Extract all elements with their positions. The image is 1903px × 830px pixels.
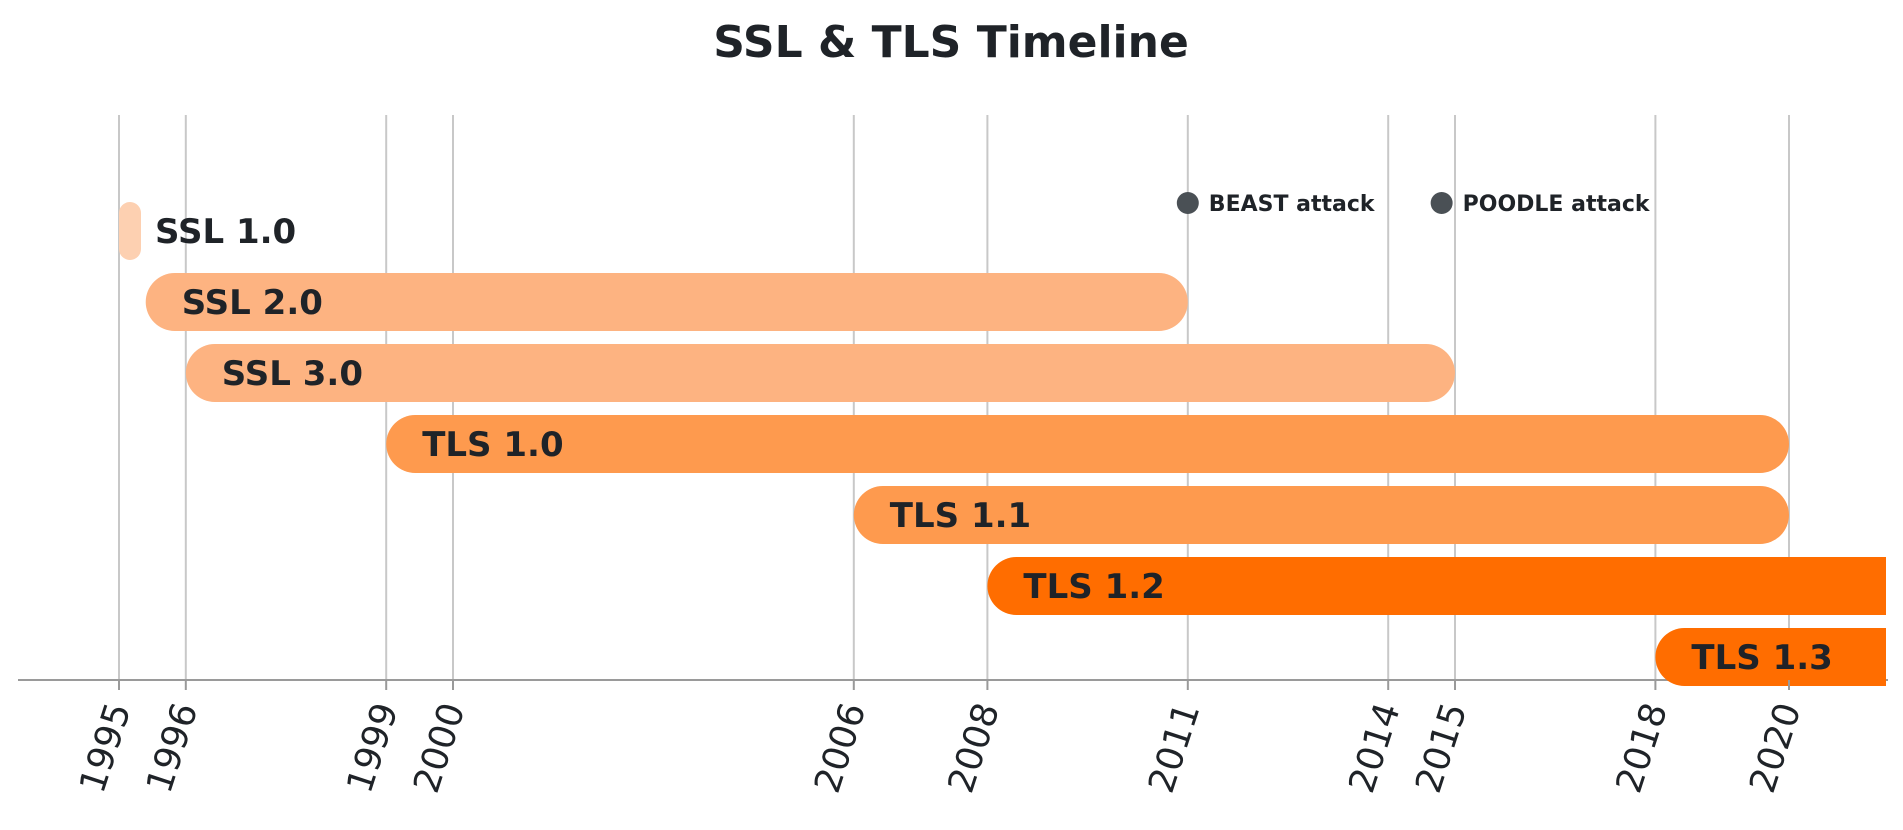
events: BEAST attack POODLE attack xyxy=(1176,192,1651,217)
bar-ssl-2-0: SSL 2.0 xyxy=(145,273,1188,331)
tick-label-2018: 2018 xyxy=(1609,698,1676,798)
bar-label-tls-1-2: TLS 1.2 xyxy=(1023,567,1164,607)
bar-label-tls-1-1: TLS 1.1 xyxy=(890,496,1031,536)
bar-shape-ssl-1-0 xyxy=(119,202,141,260)
tick-label-1996: 1996 xyxy=(139,698,206,798)
tick-label-2014: 2014 xyxy=(1341,698,1408,798)
bar-tls-1-0: TLS 1.0 xyxy=(386,415,1790,473)
chart-title: SSL & TLS Timeline xyxy=(713,17,1189,68)
bar-label-ssl-2-0: SSL 2.0 xyxy=(182,283,323,323)
tick-label-2011: 2011 xyxy=(1141,698,1208,798)
bar-shape-tls-1-0 xyxy=(386,415,1790,473)
bar-shape-tls-1-2 xyxy=(987,557,1886,615)
tick-label-1995: 1995 xyxy=(72,698,139,798)
bar-shape-ssl-2-0 xyxy=(145,273,1188,331)
tick-label-1999: 1999 xyxy=(339,698,406,798)
x-axis-ticks: 1995 1996 1999 2000 2006 2008 2011 2014 2015 2018… xyxy=(72,680,1810,798)
bar-shape-ssl-3-0 xyxy=(185,344,1455,402)
bar-tls-1-1: TLS 1.1 xyxy=(853,486,1789,544)
bar-label-tls-1-3: TLS 1.3 xyxy=(1691,638,1832,678)
event-dot-beast-attack xyxy=(1176,192,1199,214)
tick-label-2015: 2015 xyxy=(1408,698,1475,798)
bar-ssl-1-0: SSL 1.0 xyxy=(119,202,296,260)
tick-label-2000: 2000 xyxy=(406,698,473,798)
tick-label-2008: 2008 xyxy=(941,698,1008,798)
bar-shape-tls-1-1 xyxy=(853,486,1789,544)
bar-label-tls-1-0: TLS 1.0 xyxy=(422,425,563,465)
tick-label-2006: 2006 xyxy=(807,698,874,798)
event-beast-attack: BEAST attack xyxy=(1176,192,1376,217)
event-label-beast-attack: BEAST attack xyxy=(1209,192,1376,217)
bar-label-ssl-1-0: SSL 1.0 xyxy=(155,212,296,252)
bar-tls-1-2: TLS 1.2 xyxy=(987,557,1886,615)
bar-tls-1-3: TLS 1.3 xyxy=(1655,628,1886,686)
bars: SSL 1.0 SSL 2.0 SSL 3.0 TLS 1.0 TLS 1.1 TLS 1… xyxy=(119,202,1886,686)
tick-label-2020: 2020 xyxy=(1742,698,1809,798)
bar-shape-tls-1-3 xyxy=(1655,628,1886,686)
event-dot-poodle-attack xyxy=(1430,192,1453,214)
event-poodle-attack: POODLE attack xyxy=(1430,192,1651,217)
bar-label-ssl-3-0: SSL 3.0 xyxy=(222,354,363,394)
bar-ssl-3-0: SSL 3.0 xyxy=(185,344,1455,402)
event-label-poodle-attack: POODLE attack xyxy=(1463,192,1651,217)
